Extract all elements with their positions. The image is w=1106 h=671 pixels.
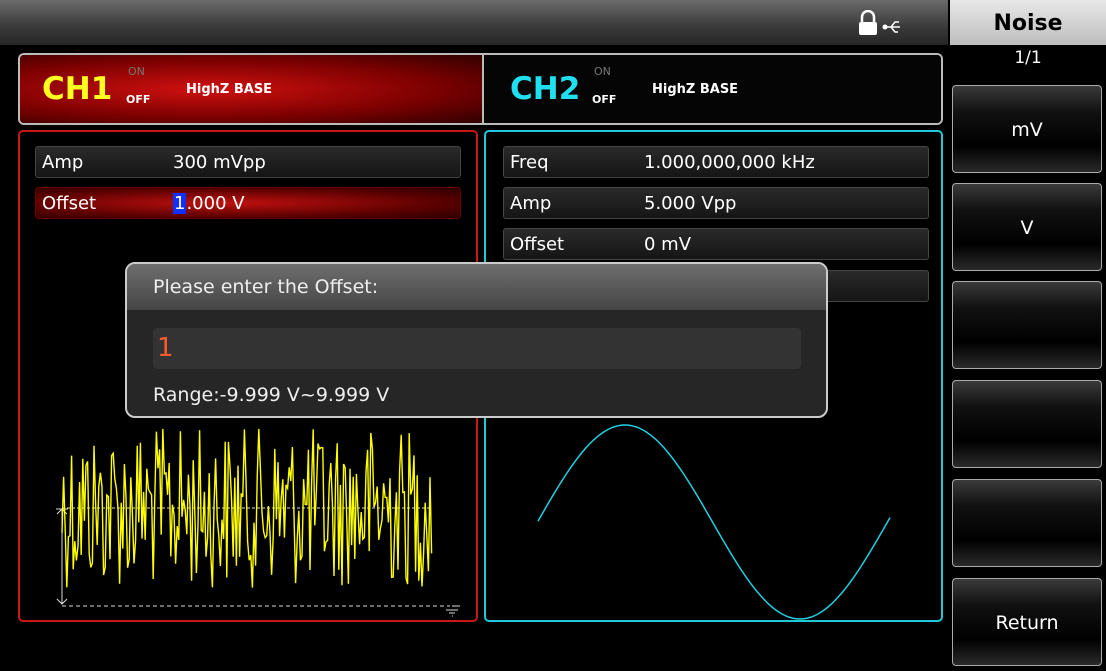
- input-field[interactable]: 1: [153, 328, 801, 369]
- param-row[interactable]: Offset 1.000 V: [35, 187, 461, 219]
- sine-wave: [537, 424, 891, 620]
- param-value: 300 mVpp: [173, 152, 266, 173]
- on-label: ON: [594, 65, 611, 78]
- cursor-digit: 1: [173, 193, 187, 214]
- param-label: Freq: [510, 152, 549, 173]
- softkey[interactable]: [952, 479, 1102, 567]
- channel-header: CH1 ON OFF HighZ BASE CH2 ON OFF HighZ B…: [18, 53, 943, 125]
- param-label: Amp: [42, 152, 84, 173]
- off-label: OFF: [592, 93, 617, 106]
- load-mode: HighZ BASE: [652, 82, 739, 97]
- param-label: Offset: [42, 193, 97, 214]
- input-dialog: Please enter the Offset: 1 Range:-9.999 …: [125, 262, 828, 418]
- channel-name: CH1: [42, 71, 113, 107]
- ch1-header[interactable]: CH1 ON OFF HighZ BASE: [20, 55, 482, 123]
- page-indicator: 1/1: [1014, 48, 1042, 68]
- channel-name: CH2: [510, 71, 581, 107]
- softkey[interactable]: mV: [952, 85, 1102, 173]
- dialog-title: Please enter the Offset:: [127, 264, 826, 310]
- param-row[interactable]: Amp 300 mVpp: [35, 146, 461, 178]
- param-value: 0 mV: [644, 234, 692, 255]
- softkey[interactable]: [952, 380, 1102, 468]
- status-icons: [859, 10, 900, 35]
- param-row[interactable]: Offset 0 mV: [503, 228, 929, 260]
- softkey[interactable]: V: [952, 183, 1102, 271]
- softkey[interactable]: Return: [952, 578, 1102, 666]
- noise-wave: [61, 428, 433, 588]
- param-label: Amp: [510, 193, 552, 214]
- on-label: ON: [128, 65, 145, 78]
- waveforms: [56, 424, 891, 620]
- param-value: .000 V: [186, 193, 245, 214]
- param-value: 1.000,000,000 kHz: [644, 152, 815, 173]
- ground-symbol: [446, 605, 460, 617]
- menu-title: Noise: [950, 0, 1106, 45]
- ch2-header[interactable]: CH2 ON OFF HighZ BASE: [482, 55, 941, 123]
- off-label: OFF: [126, 93, 151, 106]
- param-label: Offset: [510, 234, 565, 255]
- load-mode: HighZ BASE: [186, 82, 273, 97]
- status-bar: [0, 0, 948, 45]
- param-row[interactable]: Amp 5.000 Vpp: [503, 187, 929, 219]
- param-row[interactable]: Freq 1.000,000,000 kHz: [503, 146, 929, 178]
- range-hint: Range:-9.999 V~9.999 V: [153, 384, 390, 406]
- softkey[interactable]: [952, 281, 1102, 369]
- param-value: 5.000 Vpp: [644, 193, 737, 214]
